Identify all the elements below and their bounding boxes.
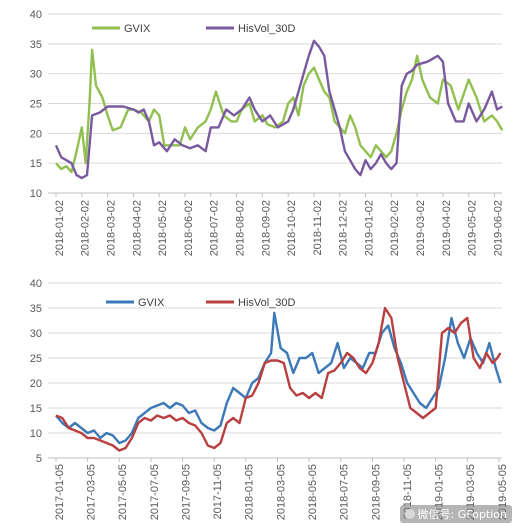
watermark: 微信号: GFoption [399, 505, 512, 523]
y-tick-label: 25 [30, 99, 42, 111]
x-tick-label: 2018-04-02 [131, 200, 143, 256]
x-tick-label: 2018-05-02 [157, 200, 169, 256]
y-tick-label: 35 [30, 303, 42, 315]
series-line-hisvol-30d [55, 306, 502, 452]
y-tick-label: 25 [30, 353, 42, 365]
x-tick-label: 2017-03-05 [86, 464, 98, 520]
x-tick-label: 2018-07-05 [339, 464, 351, 520]
y-tick-label: 20 [30, 378, 42, 390]
y-tick-label: 15 [30, 403, 42, 415]
legend-label: GVIX [138, 297, 165, 309]
y-tick-label: 15 [30, 158, 42, 170]
x-tick-label: 2018-02-02 [80, 200, 92, 256]
x-tick-label: 2018-07-02 [209, 200, 221, 256]
x-tick-label: 2018-01-05 [244, 464, 256, 520]
y-tick-label: 30 [30, 69, 42, 81]
y-tick-label: 30 [30, 328, 42, 340]
y-tick-label: 35 [30, 39, 42, 51]
x-tick-label: 2018-09-05 [370, 464, 382, 520]
x-tick-label: 2018-01-02 [54, 200, 66, 256]
chart-top: 10 15 20 25 30 35 40 2018-01-02 2018-02-02 2018-0… [30, 9, 505, 256]
y-tick-label: 40 [30, 278, 42, 290]
y-tick-label: 10 [30, 428, 42, 440]
x-tick-label: 2017-01-05 [54, 464, 66, 520]
x-tick-label: 2019-05-02 [467, 200, 479, 256]
x-tick-label: 2017-05-05 [117, 464, 129, 520]
y-tick-label: 5 [36, 453, 42, 465]
x-tick-label: 2018-08-02 [234, 200, 246, 256]
x-tick-label: 2019-06-02 [492, 200, 504, 256]
x-tick-label: 2018-09-02 [260, 200, 272, 256]
wechat-icon [404, 509, 415, 519]
legend-label: GVIX [124, 23, 151, 35]
x-tick-label: 2019-04-02 [441, 200, 453, 256]
x-tick-label: 2017-07-05 [149, 464, 161, 520]
series-line-hisvol-30d [54, 39, 503, 180]
series-line-gvix [55, 48, 504, 174]
x-tick-label: 2018-11-02 [312, 200, 324, 255]
x-tick-label: 2018-06-02 [183, 200, 195, 256]
legend-label: HisVol_30D [238, 297, 296, 309]
y-tick-label: 40 [30, 9, 42, 21]
x-tick-label: 2017-11-05 [212, 464, 224, 519]
x-tick-label: 2019-03-02 [415, 200, 427, 256]
legend-label: HisVol_30D [238, 23, 296, 35]
chart-bottom: 5 10 15 20 25 30 35 40 2017-01-05 2017-03-05 2017-… [30, 278, 509, 520]
y-tick-label: 20 [30, 128, 42, 140]
x-tick-label: 2019-02-02 [389, 200, 401, 256]
series-line-gvix [55, 311, 502, 445]
x-tick-label: 2017-09-05 [180, 464, 192, 520]
x-tick-label: 2019-01-02 [363, 200, 375, 256]
x-tick-label: 2018-05-05 [307, 464, 319, 520]
x-tick-label: 2018-03-02 [105, 200, 117, 256]
x-tick-label: 2018-10-02 [286, 200, 298, 256]
y-tick-label: 10 [30, 188, 42, 200]
x-tick-label: 2018-03-05 [275, 464, 287, 520]
x-tick-label: 2018-12-02 [338, 200, 350, 256]
